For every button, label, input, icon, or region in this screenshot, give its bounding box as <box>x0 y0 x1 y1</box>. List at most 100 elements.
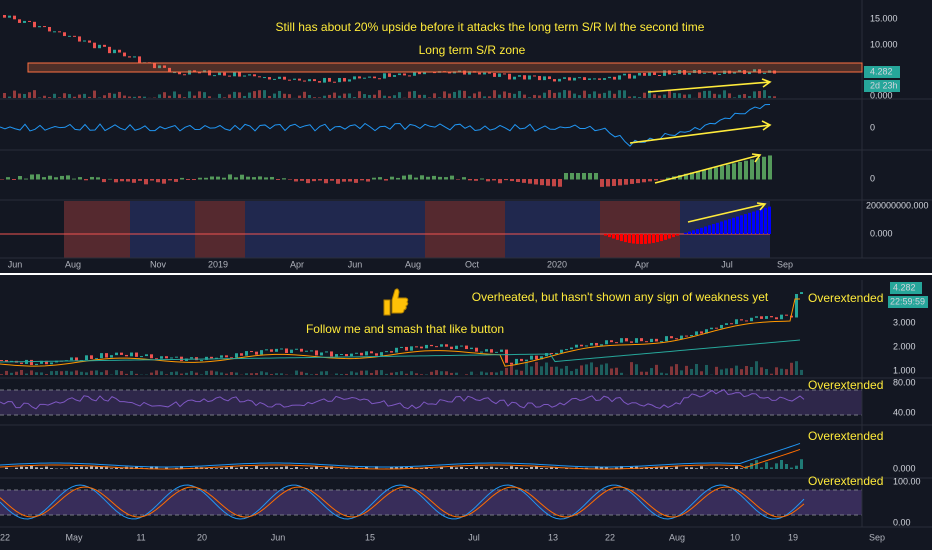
volume-bar <box>715 366 718 375</box>
candle <box>540 356 543 360</box>
candle <box>583 77 586 81</box>
candle <box>355 352 358 354</box>
candle <box>0 360 3 361</box>
volume-bar <box>38 97 41 98</box>
candle <box>268 77 271 80</box>
histogram-bar <box>42 177 46 180</box>
candle <box>303 80 306 82</box>
candle <box>430 344 433 347</box>
candle <box>558 78 561 82</box>
candle <box>433 72 436 74</box>
candle <box>620 338 623 343</box>
volume-bar <box>605 363 608 375</box>
histogram-bar <box>258 176 262 180</box>
volume-bar <box>128 96 131 98</box>
volume-bar <box>263 90 266 98</box>
candle <box>630 341 633 343</box>
volume-bar <box>388 96 391 98</box>
time-label: Jul <box>468 532 480 542</box>
histogram-bar <box>540 179 544 186</box>
sr-zone <box>27 62 863 73</box>
histogram-bar <box>245 467 248 469</box>
candle <box>43 26 46 28</box>
candle <box>8 15 11 18</box>
volume-bar <box>218 93 221 98</box>
candle <box>333 81 336 83</box>
volume-bar <box>178 94 181 98</box>
candle <box>418 72 421 75</box>
volume-bar <box>435 370 438 375</box>
candle <box>95 358 98 360</box>
price-badge <box>864 66 900 78</box>
histogram-bar <box>762 156 766 180</box>
histogram-bar <box>640 468 643 469</box>
candle <box>260 350 263 355</box>
volume-bar <box>63 93 66 98</box>
volume-bar <box>215 371 218 375</box>
bar <box>752 211 755 234</box>
candle <box>655 338 658 342</box>
candle <box>283 76 286 80</box>
volume-bar <box>760 367 763 375</box>
histogram-bar <box>540 467 543 469</box>
volume-bar <box>328 94 331 98</box>
volume-bar <box>750 366 753 375</box>
candle <box>525 359 528 362</box>
histogram-bar <box>90 466 93 469</box>
histogram-bar <box>475 466 478 469</box>
candle <box>5 360 8 362</box>
candle <box>795 294 798 318</box>
volume-bar <box>468 96 471 98</box>
volume-bar <box>500 370 503 375</box>
indicator-line <box>0 104 771 147</box>
histogram-bar <box>110 468 113 469</box>
volume-bar <box>673 92 676 98</box>
candle <box>75 357 78 361</box>
volume-bar <box>220 372 223 375</box>
volume-bar <box>235 372 238 375</box>
volume-bar <box>628 96 631 98</box>
histogram-bar <box>420 175 424 180</box>
candle <box>485 349 488 352</box>
histogram-bar <box>402 175 406 180</box>
histogram-bar <box>60 468 63 469</box>
price-label: 0.00 <box>893 517 911 527</box>
candle <box>685 335 688 337</box>
candle <box>690 335 693 337</box>
candle <box>373 76 376 79</box>
histogram-bar <box>655 466 658 469</box>
histogram-bar <box>685 467 688 469</box>
candle <box>213 75 216 77</box>
volume-bar <box>655 364 658 375</box>
price-label: 0.000 <box>870 228 893 238</box>
volume-bar <box>95 370 98 375</box>
candle <box>215 357 218 359</box>
candle <box>680 335 683 340</box>
candle <box>515 358 518 365</box>
volume-bar <box>663 94 666 98</box>
histogram-bar <box>100 466 103 469</box>
candle <box>85 355 88 361</box>
candle <box>193 70 196 73</box>
candle <box>493 72 496 77</box>
volume-bar <box>413 90 416 98</box>
histogram-bar <box>260 467 263 469</box>
histogram-bar <box>490 466 493 469</box>
candle <box>315 350 318 356</box>
volume-bar <box>560 368 563 375</box>
histogram-bar <box>756 158 760 180</box>
bar <box>740 215 743 234</box>
time-label: 2020 <box>547 259 567 269</box>
volume-bar <box>600 364 603 375</box>
time-label: 11 <box>136 532 145 542</box>
histogram-bar <box>108 178 112 180</box>
pane-label: Overextended <box>808 474 883 488</box>
volume-bar <box>705 364 708 375</box>
volume-bar <box>713 93 716 98</box>
volume-bar <box>353 97 356 98</box>
candle <box>135 352 138 357</box>
volume-bar <box>340 374 343 375</box>
candle <box>3 15 6 18</box>
candle <box>518 75 521 77</box>
volume-bar <box>83 93 86 98</box>
